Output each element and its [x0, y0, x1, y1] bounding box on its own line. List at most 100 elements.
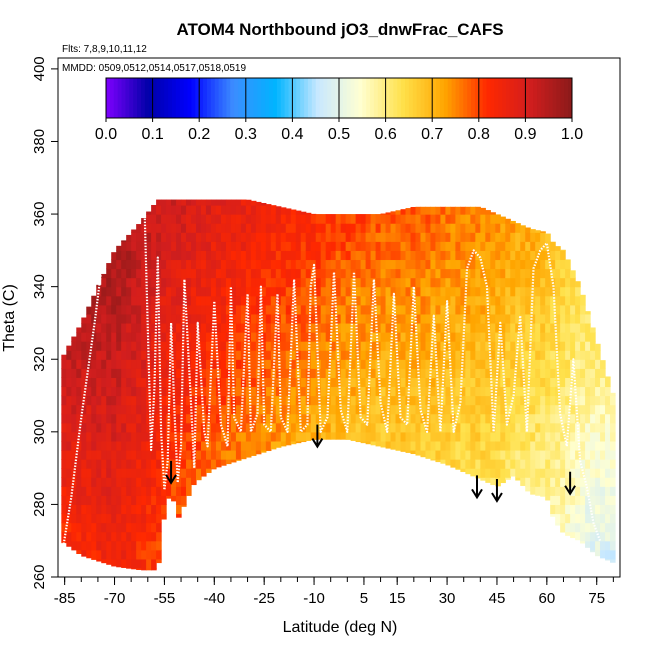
- curtain-cell: [126, 404, 132, 415]
- curtain-cell: [245, 223, 252, 233]
- curtain-cell: [191, 295, 197, 306]
- curtain-cell: [181, 295, 187, 306]
- curtain-cell: [315, 431, 322, 440]
- colorbar-cell: [280, 78, 286, 118]
- curtain-cell: [525, 304, 531, 315]
- curtain-cell: [245, 449, 252, 458]
- curtain-cell: [500, 241, 506, 251]
- curtain-cell: [445, 268, 452, 279]
- curtain-cell: [495, 214, 501, 224]
- curtain-cell: [425, 368, 432, 378]
- curtain-cell: [265, 250, 272, 261]
- curtain-cell: [465, 359, 471, 369]
- curtain-cell: [245, 440, 252, 451]
- curtain-cell: [275, 431, 282, 442]
- curtain-cell: [565, 313, 571, 324]
- curtain-cell: [405, 241, 412, 251]
- curtain-cell: [91, 422, 97, 433]
- curtain-cell: [485, 440, 491, 451]
- curtain-cell: [605, 540, 611, 551]
- curtain-cell: [240, 449, 247, 460]
- curtain-cell: [560, 341, 566, 351]
- curtain-cell: [515, 277, 521, 288]
- curtain-cell: [106, 422, 112, 433]
- curtain-cell: [480, 368, 486, 378]
- curtain-cell: [320, 368, 327, 378]
- curtain-cell: [196, 199, 202, 206]
- curtain-cell: [455, 368, 461, 378]
- curtain-cell: [570, 522, 576, 533]
- curtain-cell: [146, 449, 152, 460]
- curtain-cell: [505, 259, 511, 270]
- curtain-cell: [535, 230, 541, 233]
- curtain-cell: [106, 404, 112, 415]
- curtain-cell: [86, 477, 92, 487]
- curtain-cell: [131, 377, 137, 388]
- curtain-cell: [176, 386, 182, 397]
- curtain-cell: [290, 232, 297, 242]
- curtain-cell: [71, 531, 77, 542]
- curtain-cell: [176, 250, 182, 261]
- curtain-cell: [171, 468, 177, 478]
- curtain-cell: [600, 377, 606, 388]
- curtain-cell: [530, 468, 536, 478]
- curtain-cell: [505, 477, 511, 480]
- curtain-cell: [595, 368, 601, 378]
- curtain-cell: [280, 250, 287, 261]
- curtain-cell: [131, 277, 137, 288]
- curtain-cell: [370, 241, 377, 251]
- curtain-cell: [580, 522, 586, 533]
- curtain-cell: [116, 531, 122, 542]
- curtain-cell: [355, 277, 362, 288]
- curtain-cell: [310, 250, 317, 261]
- curtain-cell: [121, 468, 127, 478]
- curtain-cell: [245, 395, 252, 406]
- curtain-cell: [156, 350, 162, 360]
- curtain-cell: [500, 216, 506, 224]
- curtain-cell: [86, 359, 92, 369]
- curtain-cell: [335, 241, 342, 251]
- curtain-cell: [210, 368, 217, 378]
- curtain-cell: [420, 350, 427, 360]
- curtain-cell: [210, 313, 217, 324]
- curtain-cell: [505, 223, 511, 233]
- curtain-cell: [176, 232, 182, 242]
- curtain-cell: [465, 332, 471, 342]
- x-tick-label: -55: [154, 590, 176, 607]
- curtain-cell: [131, 422, 137, 433]
- curtain-cell: [191, 359, 197, 369]
- curtain-cell: [365, 395, 372, 406]
- curtain-cell: [415, 395, 422, 406]
- curtain-cell: [570, 313, 576, 324]
- curtain-cell: [490, 386, 496, 397]
- curtain-cell: [335, 259, 342, 270]
- curtain-cell: [350, 377, 357, 388]
- curtain-cell: [480, 468, 486, 478]
- colorbar-cell: [335, 78, 340, 118]
- curtain-cell: [166, 277, 172, 288]
- curtain-cell: [270, 304, 277, 315]
- curtain-cell: [565, 449, 571, 460]
- curtain-cell: [580, 322, 586, 333]
- curtain-cell: [210, 304, 217, 315]
- curtain-cell: [230, 322, 237, 333]
- curtain-cell: [181, 199, 187, 206]
- curtain-cell: [76, 413, 82, 424]
- curtain-cell: [390, 368, 397, 378]
- curtain-cell: [71, 359, 77, 369]
- curtain-cell: [205, 259, 212, 270]
- curtain-cell: [230, 422, 237, 433]
- curtain-cell: [610, 413, 616, 424]
- curtain-cell: [225, 277, 232, 288]
- curtain-cell: [191, 332, 197, 342]
- curtain-cell: [520, 332, 526, 342]
- curtain-cell: [116, 468, 122, 478]
- curtain-cell: [86, 413, 92, 424]
- colorbar-cell: [319, 78, 324, 118]
- curtain-cell: [320, 286, 327, 297]
- curtain-cell: [585, 504, 591, 515]
- curtain-cell: [385, 440, 392, 449]
- curtain-cell: [360, 268, 367, 279]
- curtain-cell: [340, 404, 347, 415]
- curtain-cell: [450, 223, 456, 233]
